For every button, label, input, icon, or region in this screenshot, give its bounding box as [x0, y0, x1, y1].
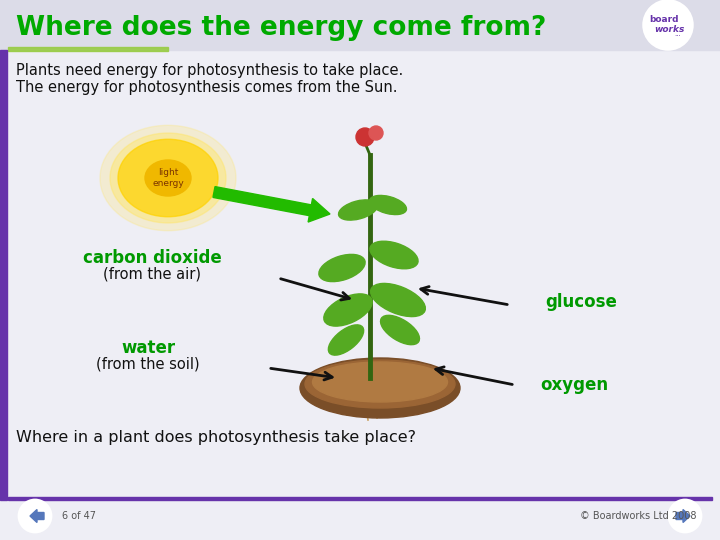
FancyArrow shape [30, 510, 44, 523]
Text: © Boardworks Ltd 2008: © Boardworks Ltd 2008 [580, 511, 696, 521]
Text: The energy for photosynthesis comes from the Sun.: The energy for photosynthesis comes from… [16, 80, 397, 95]
Ellipse shape [338, 200, 377, 220]
Ellipse shape [110, 133, 226, 223]
Bar [8, 47, 168, 51]
Text: Where does the energy come from?: Where does the energy come from? [16, 15, 546, 41]
Ellipse shape [371, 284, 426, 316]
Text: (from the air): (from the air) [103, 267, 201, 281]
Circle shape [669, 500, 701, 532]
FancyArrow shape [676, 510, 690, 523]
Ellipse shape [300, 358, 460, 418]
Ellipse shape [312, 362, 448, 402]
Text: works: works [654, 24, 684, 33]
Bar [8, 497, 712, 500]
Circle shape [369, 126, 383, 140]
Text: ...: ... [675, 31, 681, 37]
Ellipse shape [118, 139, 218, 217]
Text: 6 of 47: 6 of 47 [62, 511, 96, 521]
Text: carbon dioxide: carbon dioxide [83, 249, 221, 267]
Ellipse shape [100, 125, 236, 231]
Ellipse shape [328, 325, 364, 355]
Text: Plants need energy for photosynthesis to take place.: Plants need energy for photosynthesis to… [16, 63, 403, 78]
Ellipse shape [324, 294, 372, 326]
Text: glucose: glucose [545, 293, 617, 311]
Bar [0, 0, 720, 50]
Ellipse shape [145, 160, 191, 196]
Circle shape [19, 500, 51, 532]
Text: light
energy: light energy [152, 167, 184, 188]
Text: Where in a plant does photosynthesis take place?: Where in a plant does photosynthesis tak… [16, 430, 416, 445]
Circle shape [356, 128, 374, 146]
Text: (from the soil): (from the soil) [96, 356, 200, 372]
Ellipse shape [319, 254, 365, 282]
FancyArrow shape [213, 187, 330, 222]
Circle shape [644, 1, 692, 49]
Text: oxygen: oxygen [540, 376, 608, 394]
Ellipse shape [305, 360, 455, 408]
Ellipse shape [369, 195, 407, 214]
Bar [0, 50, 7, 500]
Ellipse shape [370, 241, 418, 269]
Text: board: board [649, 16, 679, 24]
Text: water: water [121, 339, 175, 357]
Ellipse shape [381, 315, 420, 345]
